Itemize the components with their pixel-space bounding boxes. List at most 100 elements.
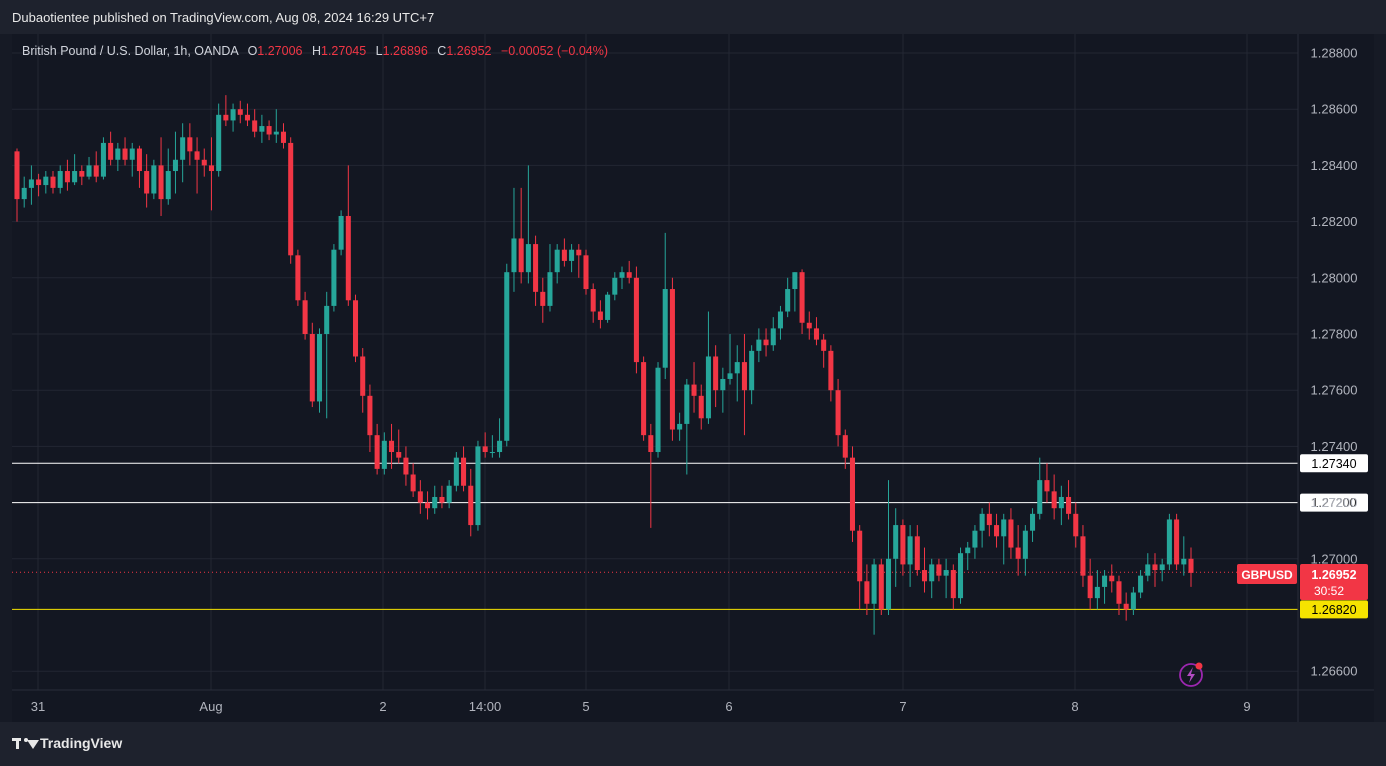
candle-body	[785, 289, 791, 312]
close-value: 1.26952	[446, 44, 491, 58]
candle-body	[734, 362, 740, 374]
candle-body	[1174, 519, 1180, 565]
candle-body	[439, 496, 445, 503]
x-tick-label: 7	[899, 699, 906, 714]
time-axis[interactable]: 31 Aug 2 14:00 5 6 7 8 9	[31, 699, 1251, 714]
candle-body	[374, 435, 380, 469]
y-tick-label: 1.27000	[1311, 551, 1358, 566]
candle-body	[857, 530, 863, 582]
candle-body	[813, 328, 819, 340]
low-value: 1.26896	[383, 44, 428, 58]
candle-body	[943, 570, 949, 576]
symbol-price-tag: GBPUSD 1.26952 30:52	[1237, 564, 1368, 600]
candle-body	[144, 171, 150, 194]
candle-body	[612, 277, 618, 295]
candle-body	[468, 485, 474, 526]
candle-body	[518, 238, 524, 273]
x-tick-label: 9	[1243, 699, 1250, 714]
candle-body	[28, 179, 34, 188]
candle-body	[590, 289, 596, 312]
level-price-box	[1300, 600, 1368, 619]
candle-body	[684, 384, 690, 424]
y-tick-label: 1.28600	[1311, 102, 1358, 117]
candle-body	[741, 362, 747, 391]
candle-body	[425, 502, 431, 509]
candle-body	[158, 165, 164, 200]
candle-body	[389, 440, 395, 453]
level-lines[interactable]: 1.27340 1.27200 1.26820	[12, 454, 1368, 619]
x-tick-label: 2	[379, 699, 386, 714]
candle-body	[749, 350, 755, 391]
bar-countdown: 30:52	[1314, 584, 1344, 598]
chart-area[interactable]	[12, 34, 1374, 722]
candle-body	[1073, 513, 1079, 537]
candle-body	[302, 300, 308, 334]
candle-body	[259, 126, 265, 132]
candle-body	[547, 272, 553, 306]
candle-body	[352, 300, 359, 357]
candle-body	[151, 165, 157, 194]
price-axis[interactable]: 1.28800 1.28600 1.28400 1.28200 1.28000 1.278…	[12, 34, 1374, 722]
candle-body	[201, 159, 207, 166]
candle-body	[979, 513, 985, 531]
candle-body	[1044, 480, 1050, 492]
candle-body	[727, 373, 733, 379]
y-tick-label: 1.28000	[1311, 270, 1358, 285]
level-price-label: 1.27200	[1311, 496, 1356, 510]
candle-body	[929, 564, 935, 582]
lightning-alert-icon[interactable]	[1179, 662, 1203, 687]
symbol-tag-label: GBPUSD	[1241, 568, 1293, 582]
candle-body	[900, 525, 906, 565]
candle-body	[93, 165, 99, 177]
grid	[12, 34, 1298, 690]
candle-body	[64, 171, 70, 183]
candle-body	[1094, 586, 1100, 599]
level-price-box	[1300, 454, 1368, 473]
candle-body	[345, 215, 351, 301]
candle-body	[806, 322, 812, 329]
candles	[14, 95, 1194, 635]
candle-body	[252, 120, 258, 132]
candle-body	[525, 244, 531, 273]
candle-body	[237, 109, 243, 115]
candle-body	[497, 440, 503, 453]
top-bar: Dubaotientee published on TradingView.co…	[0, 0, 1386, 34]
last-price-label: 1.26952	[1311, 568, 1356, 582]
x-tick-label: 31	[31, 699, 45, 714]
candle-body	[835, 390, 841, 436]
candle-body	[878, 564, 884, 610]
candle-body	[244, 114, 250, 121]
candle-body	[100, 142, 106, 177]
tradingview-brand[interactable]: TradingView	[12, 735, 122, 751]
x-tick-label: 14:00	[469, 699, 502, 714]
candle-body	[511, 238, 517, 273]
candle-body	[583, 255, 589, 290]
candle-body	[475, 446, 481, 526]
candle-body	[338, 215, 344, 250]
symbol-title: British Pound / U.S. Dollar, 1h, OANDA	[22, 44, 239, 58]
candle-body	[223, 114, 229, 121]
candle-body	[43, 176, 49, 186]
candle-body	[605, 294, 611, 320]
high-value: 1.27045	[321, 44, 366, 58]
candle-body	[914, 536, 920, 571]
candle-body	[950, 570, 956, 599]
level-price-box	[1300, 493, 1368, 512]
candle-body	[21, 187, 27, 200]
candle-body	[57, 171, 63, 188]
candle-body	[705, 356, 711, 419]
candle-body	[864, 581, 870, 604]
candle-body	[50, 176, 56, 188]
candle-body	[266, 126, 272, 135]
candle-body	[504, 272, 510, 441]
y-tick-label: 1.27400	[1311, 439, 1358, 454]
candle-body	[1145, 564, 1151, 576]
candle-body	[576, 249, 582, 256]
candle-body	[165, 171, 171, 200]
candle-body	[417, 491, 423, 503]
candle-body	[1066, 496, 1072, 514]
candle-body	[633, 277, 639, 363]
candle-body	[763, 339, 769, 346]
candle-body	[367, 395, 373, 436]
